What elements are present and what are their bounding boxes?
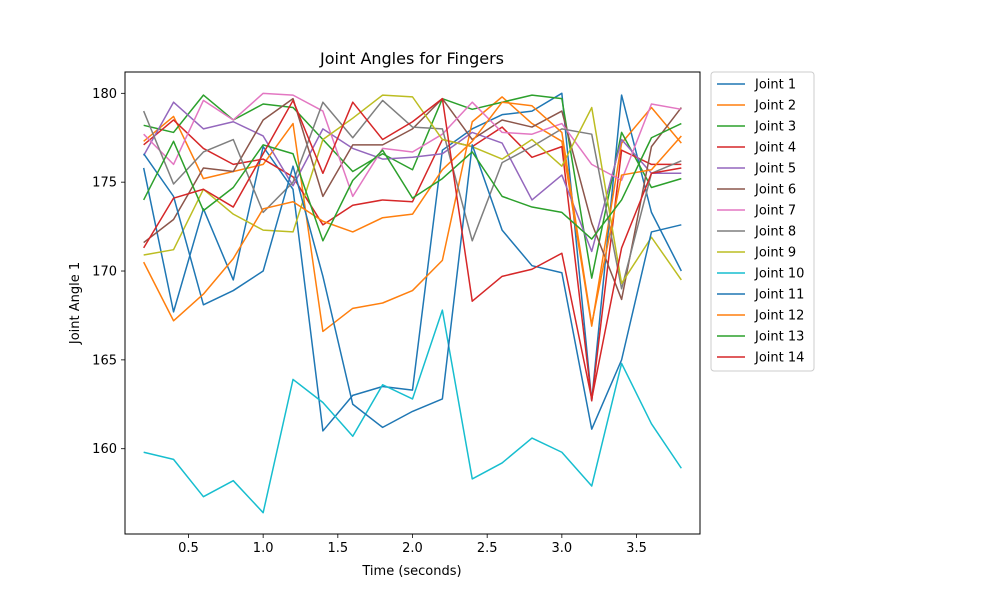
legend: Joint 1 Joint 2 Joint 3 Joint 4 Joint 5 Joint… <box>710 71 815 372</box>
series-line-joint-9 <box>143 94 682 285</box>
series-line-joint-10 <box>143 309 682 514</box>
x-tick-label: 0.5 <box>178 541 199 556</box>
series-line-joint-12 <box>143 101 682 326</box>
legend-label: Joint 8 <box>754 225 796 240</box>
legend-label: Joint 3 <box>754 120 796 135</box>
legend-label: Joint 9 <box>754 246 796 261</box>
x-tick-label: 2.0 <box>402 541 423 556</box>
y-axis-label: Joint Angle 1 <box>68 262 83 345</box>
y-tick-label: 165 <box>92 353 117 368</box>
x-axis: 0.5 1.0 1.5 2.0 2.5 3.0 3.5 <box>178 534 647 556</box>
chart-title: Joint Angles for Fingers <box>319 49 504 68</box>
series-line-joint-8 <box>142 99 682 290</box>
legend-label: Joint 4 <box>754 141 796 156</box>
x-tick-label: 3.0 <box>552 541 573 556</box>
series-line-joint-5 <box>143 101 682 253</box>
series-line-joint-14 <box>143 97 682 400</box>
y-axis: 160 165 170 175 180 <box>92 87 125 457</box>
x-tick-label: 1.5 <box>327 541 348 556</box>
series-line-joint-13 <box>143 122 682 242</box>
y-tick-label: 180 <box>92 87 117 102</box>
legend-label: Joint 14 <box>754 351 804 366</box>
x-tick-label: 1.0 <box>253 541 274 556</box>
x-tick-label: 2.5 <box>477 541 498 556</box>
series-line-joint-6 <box>143 97 682 301</box>
legend-label: Joint 1 <box>754 78 796 93</box>
legend-box <box>710 71 815 372</box>
series-line-joint-11 <box>143 144 682 430</box>
y-tick-label: 160 <box>92 442 117 457</box>
x-tick-label: 3.5 <box>626 541 647 556</box>
plot-area-frame <box>124 71 701 535</box>
legend-label: Joint 12 <box>754 309 804 324</box>
legend-label: Joint 6 <box>754 183 796 198</box>
y-tick-label: 170 <box>92 265 117 280</box>
series-line-joint-7 <box>143 92 682 198</box>
legend-label: Joint 10 <box>754 267 804 282</box>
series-line-joint-4 <box>143 119 682 402</box>
legend-label: Joint 7 <box>754 204 796 219</box>
series-layer <box>142 92 682 514</box>
legend-label: Joint 13 <box>754 330 804 345</box>
y-tick-label: 175 <box>92 176 117 191</box>
legend-label: Joint 2 <box>754 99 796 114</box>
legend-label: Joint 5 <box>754 162 796 177</box>
legend-label: Joint 11 <box>754 288 804 303</box>
x-axis-label: Time (seconds) <box>361 564 461 579</box>
